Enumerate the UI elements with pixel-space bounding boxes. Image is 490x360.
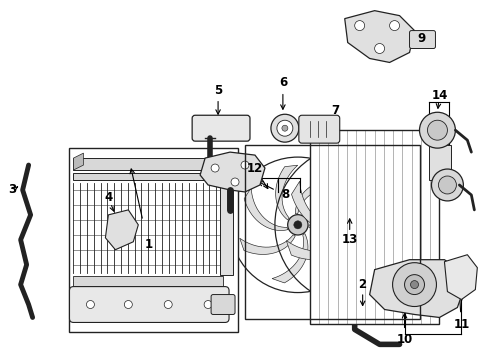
Bar (245, 145, 419, 319)
Circle shape (411, 280, 418, 289)
Text: 11: 11 (453, 318, 469, 331)
Polygon shape (368, 225, 399, 288)
Polygon shape (74, 153, 83, 170)
Circle shape (390, 21, 399, 31)
Bar (74, 158, 233, 170)
Polygon shape (324, 235, 367, 293)
Circle shape (419, 112, 455, 148)
Polygon shape (286, 237, 352, 260)
Polygon shape (244, 188, 288, 230)
FancyBboxPatch shape (192, 115, 250, 141)
Circle shape (231, 178, 239, 186)
Polygon shape (240, 235, 295, 255)
Polygon shape (329, 155, 355, 219)
Bar (74, 276, 223, 285)
Circle shape (86, 301, 95, 309)
Circle shape (211, 164, 219, 172)
Polygon shape (352, 170, 410, 212)
Text: 9: 9 (417, 32, 426, 45)
Polygon shape (444, 255, 477, 300)
Circle shape (392, 263, 437, 306)
Polygon shape (363, 206, 425, 240)
Text: 2: 2 (359, 278, 367, 291)
Circle shape (288, 215, 308, 235)
Polygon shape (292, 181, 343, 231)
Circle shape (432, 169, 464, 201)
Bar (69, 148, 238, 332)
Text: 8: 8 (281, 188, 289, 202)
Text: 13: 13 (342, 233, 358, 246)
Circle shape (427, 120, 447, 140)
FancyBboxPatch shape (70, 287, 229, 323)
Text: 12: 12 (247, 162, 263, 175)
Text: 4: 4 (104, 192, 113, 204)
Circle shape (282, 125, 288, 131)
Circle shape (343, 213, 367, 237)
Circle shape (277, 120, 293, 136)
Text: 5: 5 (214, 84, 222, 97)
Polygon shape (309, 225, 336, 279)
Polygon shape (223, 153, 233, 170)
Polygon shape (369, 260, 465, 318)
Circle shape (241, 161, 249, 169)
FancyBboxPatch shape (211, 294, 235, 315)
Polygon shape (345, 11, 415, 62)
Text: 7: 7 (332, 104, 340, 117)
Circle shape (355, 21, 365, 31)
FancyBboxPatch shape (299, 115, 340, 143)
Circle shape (375, 44, 385, 54)
Circle shape (350, 220, 360, 230)
Text: 14: 14 (431, 89, 448, 102)
Bar (74, 173, 233, 180)
FancyBboxPatch shape (410, 31, 436, 49)
Text: 3: 3 (9, 184, 17, 197)
Polygon shape (295, 178, 344, 214)
Circle shape (124, 301, 132, 309)
Circle shape (271, 114, 299, 142)
Text: 10: 10 (396, 333, 413, 346)
Polygon shape (276, 165, 298, 220)
Text: 6: 6 (279, 76, 287, 89)
Circle shape (405, 275, 424, 294)
Bar (429, 145, 451, 180)
Circle shape (164, 301, 172, 309)
Text: 1: 1 (144, 238, 152, 251)
Circle shape (204, 301, 212, 309)
Bar (310, 130, 440, 324)
Polygon shape (305, 209, 358, 238)
Circle shape (294, 221, 302, 229)
Polygon shape (272, 234, 308, 283)
Bar (220, 181, 233, 275)
Polygon shape (105, 210, 138, 250)
Circle shape (439, 176, 456, 194)
Polygon shape (200, 152, 265, 192)
